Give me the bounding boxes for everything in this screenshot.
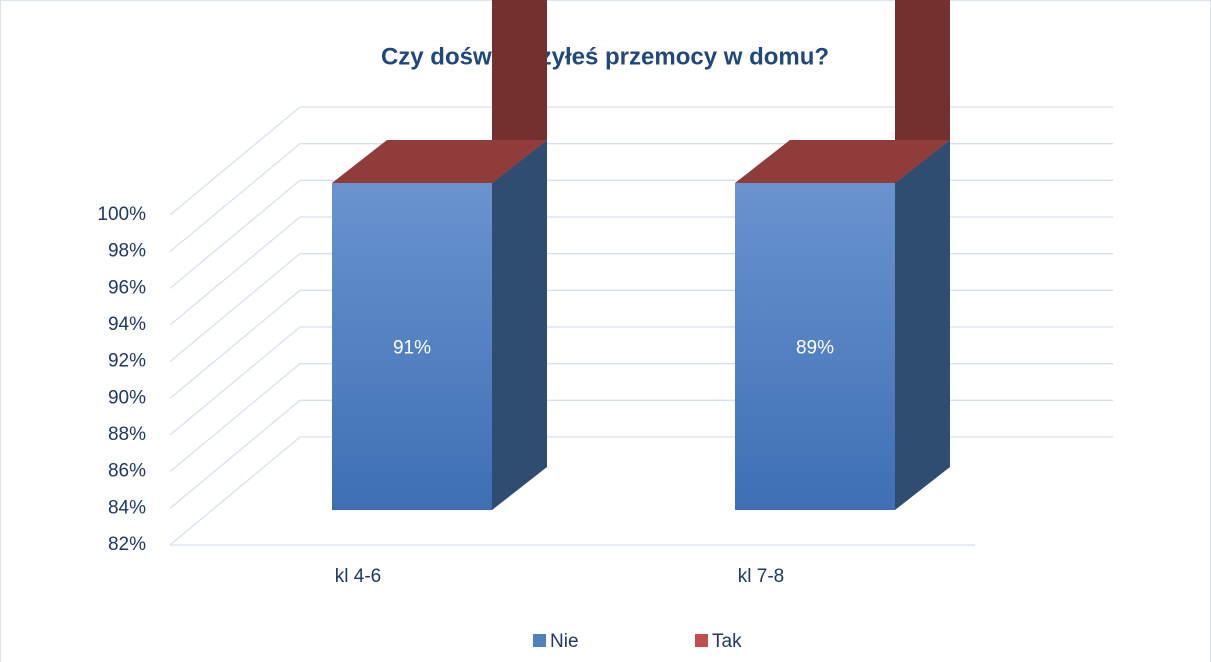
chart-title: Czy doświadczyłeś przemocy w domu? xyxy=(381,43,829,70)
legend-label: Nie xyxy=(550,631,579,652)
x-tick-label: kl 7-8 xyxy=(738,566,784,587)
x-tick-label: kl 4-6 xyxy=(335,566,381,587)
data-label: 91% xyxy=(393,338,431,359)
legend: Nie Tak xyxy=(533,631,742,652)
legend-swatch xyxy=(533,634,546,647)
bar-side xyxy=(492,0,547,183)
y-tick-label: 98% xyxy=(108,241,146,262)
legend-label: Tak xyxy=(712,631,742,652)
legend-swatch xyxy=(695,634,708,647)
bar-front xyxy=(735,183,895,510)
y-tick-label: 88% xyxy=(108,424,146,445)
bar-side xyxy=(895,0,950,183)
y-tick-label: 96% xyxy=(108,277,146,298)
bar-front xyxy=(332,183,492,510)
data-label: 89% xyxy=(796,338,834,359)
y-tick-label: 90% xyxy=(108,387,146,408)
bar-side xyxy=(492,140,547,510)
y-tick-label: 100% xyxy=(97,204,146,225)
grid-line xyxy=(169,106,1113,216)
bars: kl 4-691%9%kl 7-889%11% xyxy=(332,0,950,587)
y-tick-label: 92% xyxy=(108,351,146,372)
y-tick-label: 94% xyxy=(108,314,146,335)
bar-top xyxy=(735,140,950,183)
y-tick-label: 86% xyxy=(108,461,146,482)
y-tick-label: 84% xyxy=(108,497,146,518)
bar-top xyxy=(332,140,547,183)
bar-side xyxy=(895,140,950,510)
y-tick-label: 82% xyxy=(108,534,146,555)
